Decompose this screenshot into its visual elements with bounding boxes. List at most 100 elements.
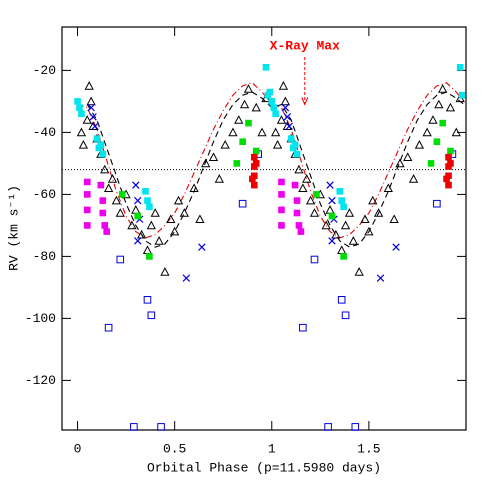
rv-point — [147, 311, 156, 320]
rv-point — [272, 110, 279, 118]
rv-point — [403, 152, 413, 161]
rv-point — [368, 195, 378, 205]
rv-point — [76, 127, 87, 137]
rv-point — [118, 191, 126, 198]
rv-point — [428, 115, 438, 124]
rv-point — [99, 209, 107, 217]
rv-point — [309, 208, 320, 217]
rv-point — [348, 236, 358, 245]
rv-point — [83, 191, 91, 198]
rv-point — [445, 102, 456, 112]
rv-point — [198, 243, 206, 251]
y-tick-label: -100 — [25, 311, 56, 326]
rv-point — [434, 99, 444, 109]
rv-point — [182, 274, 191, 282]
rv-point — [294, 164, 304, 174]
rv-point — [250, 181, 258, 189]
y-tick-label: -20 — [33, 63, 56, 78]
rv-point — [297, 228, 305, 235]
rv-point — [337, 296, 346, 304]
rv-point — [144, 197, 151, 204]
rv-point — [298, 183, 308, 192]
rv-point — [344, 208, 355, 217]
rv-point — [270, 104, 278, 111]
rv-point — [142, 188, 149, 195]
rv-point — [439, 119, 446, 127]
rv-point — [305, 195, 316, 205]
rv-point — [83, 206, 91, 214]
rv-point — [150, 208, 160, 217]
rv-point — [189, 183, 199, 192]
rv-point — [299, 323, 307, 332]
y-axis-title: RV (km s⁻¹) — [6, 185, 21, 271]
rv-point — [243, 84, 254, 93]
rv-point — [271, 127, 281, 137]
x-tick-label: 1.5 — [357, 441, 380, 456]
rv-point — [93, 135, 101, 142]
x-tick-label: 1 — [268, 441, 276, 456]
rv-point — [100, 164, 110, 174]
rv-point — [86, 96, 96, 106]
rv-point — [373, 208, 384, 217]
rv-point — [91, 122, 99, 130]
rv-point — [276, 115, 287, 124]
rv-point — [115, 208, 125, 217]
rv-point — [293, 197, 301, 204]
rv-point — [295, 222, 303, 229]
rv-point — [107, 174, 118, 183]
rv-point — [166, 214, 176, 223]
rv-point — [364, 226, 374, 236]
rv-point — [99, 150, 107, 158]
rv-point — [87, 103, 95, 112]
rv-point — [116, 255, 125, 264]
rv-point — [201, 158, 211, 168]
rv-point — [234, 115, 244, 124]
rv-point — [283, 113, 292, 121]
rv-point — [447, 147, 454, 155]
rv-point — [338, 197, 345, 204]
rv-point — [83, 178, 91, 186]
rv-point — [408, 174, 419, 183]
rv-point — [427, 160, 435, 167]
rv-point — [422, 127, 432, 137]
rv-point — [341, 311, 350, 320]
rv-point — [389, 214, 399, 223]
y-tick-label: -40 — [33, 125, 56, 140]
rv-point — [97, 141, 105, 149]
rv-point — [456, 64, 464, 71]
rv-point — [293, 150, 301, 158]
rv-point — [157, 423, 165, 431]
rv-point — [383, 183, 393, 192]
rv-point — [433, 138, 441, 145]
rv-point — [443, 175, 450, 183]
y-tick-label: -60 — [33, 187, 56, 202]
rv-point — [76, 104, 83, 111]
rv-point — [266, 88, 274, 96]
rv-point — [310, 255, 319, 264]
rv-point — [74, 98, 81, 105]
y-tick-label: -120 — [25, 373, 56, 388]
rv-point — [257, 127, 267, 137]
rv-point — [146, 220, 156, 230]
rv-point — [82, 115, 92, 124]
rv-point — [340, 220, 351, 230]
rv-point — [238, 199, 247, 208]
rv-point — [272, 139, 283, 149]
rv-point — [137, 229, 147, 239]
rv-point — [249, 175, 256, 183]
rv-point — [179, 208, 189, 217]
rv-point — [111, 195, 122, 205]
rv-point — [351, 423, 360, 431]
rv-point — [78, 110, 85, 118]
rv-point — [103, 183, 114, 192]
rv-point — [134, 212, 142, 220]
rv-point — [340, 203, 347, 211]
rv-point — [445, 153, 452, 161]
rv-point — [445, 181, 452, 189]
rv-point — [324, 423, 332, 431]
rv-point — [170, 226, 180, 236]
annotation: X-Ray Max — [270, 38, 340, 53]
rv-point — [278, 178, 285, 186]
rv-point — [321, 220, 331, 230]
